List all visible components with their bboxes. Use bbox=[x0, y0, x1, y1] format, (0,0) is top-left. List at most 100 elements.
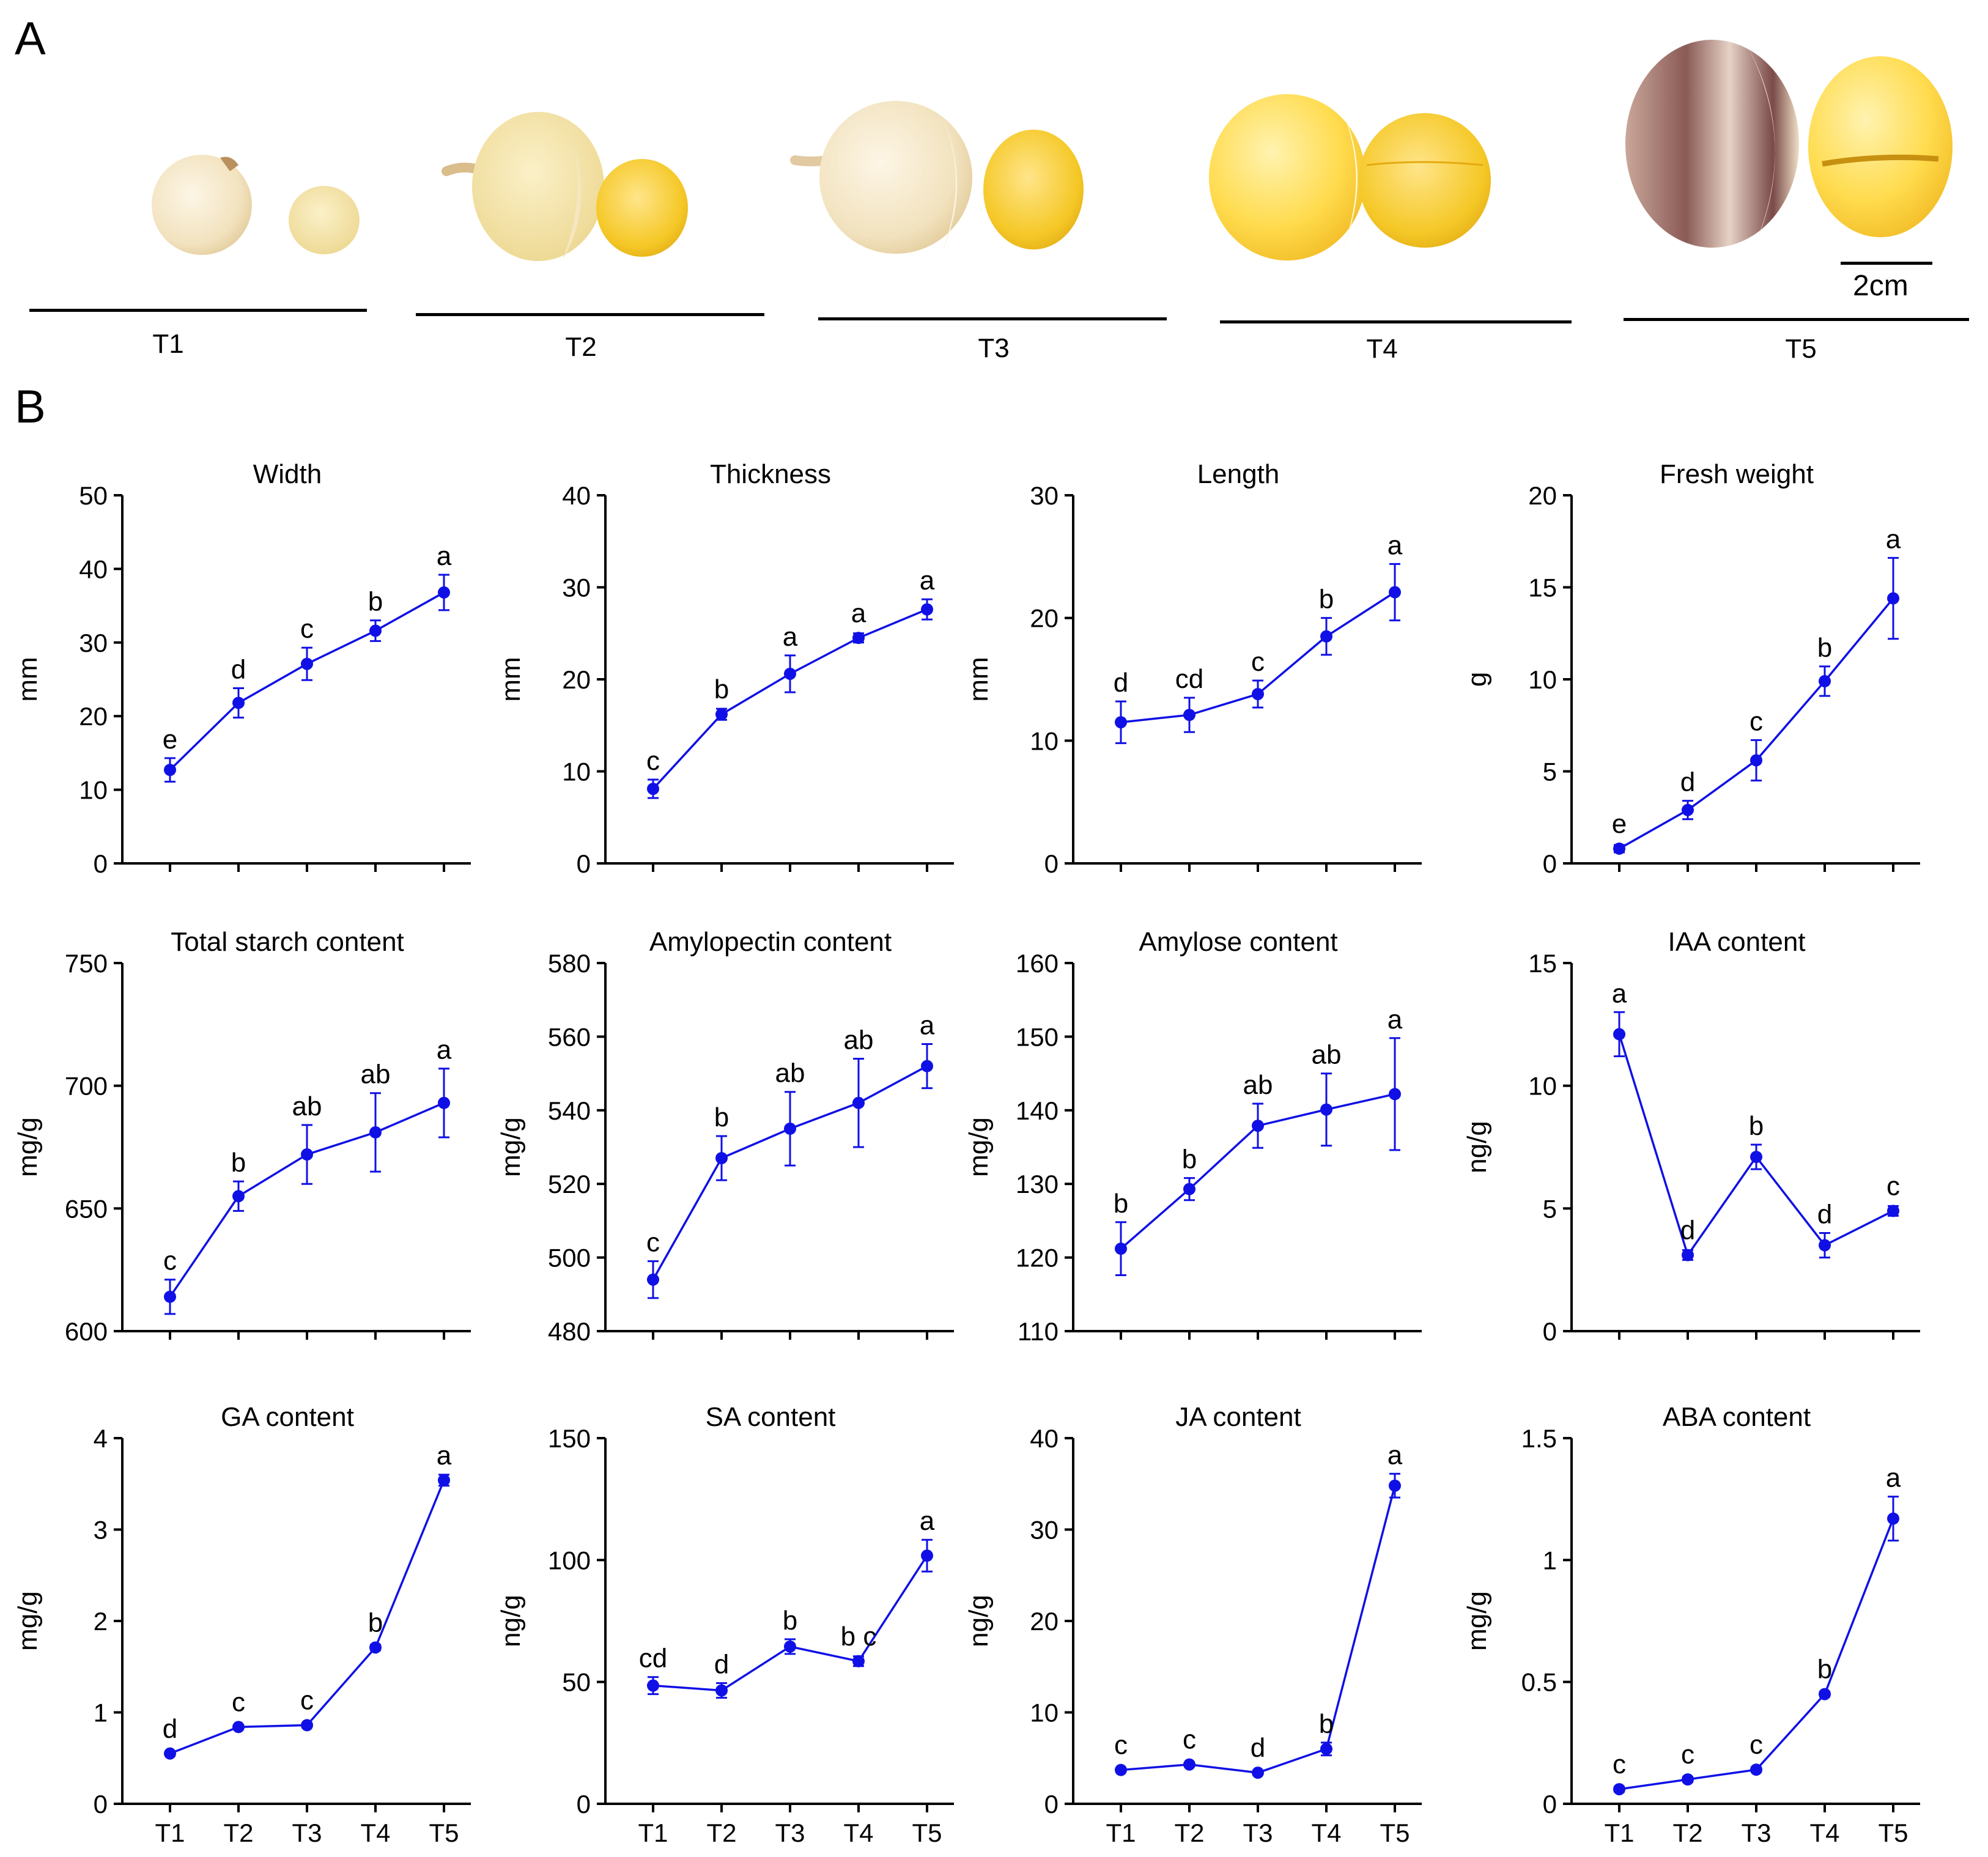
y-tick-label: 4 bbox=[94, 1424, 108, 1453]
data-point bbox=[852, 632, 865, 644]
significance-letter: d bbox=[1251, 1733, 1265, 1763]
data-point bbox=[647, 1679, 659, 1692]
y-tick-label: 150 bbox=[548, 1424, 591, 1453]
chart-sa-content: SA content ng/g 0 50 100 150 T1 T2 T3 T4 T5 cd d b b c… bbox=[496, 1402, 954, 1847]
data-point bbox=[1389, 586, 1401, 599]
y-tick-label: 20 bbox=[562, 665, 591, 694]
scale-bar-label: 2cm bbox=[1853, 270, 1909, 302]
data-point bbox=[232, 1190, 245, 1203]
data-point bbox=[1887, 1205, 1899, 1217]
y-axis-label: mm bbox=[13, 657, 43, 701]
chart-ga-content: GA content mg/g 0 1 2 3 4 T1 T2 T3 T4 T5 d c c b a bbox=[13, 1402, 471, 1847]
data-point bbox=[1819, 1239, 1831, 1252]
data-point bbox=[1887, 592, 1899, 605]
y-tick-label: 600 bbox=[65, 1317, 108, 1346]
y-axis-label: g bbox=[1462, 672, 1492, 687]
x-tick-label: T2 bbox=[706, 1818, 736, 1847]
significance-letter: c bbox=[1114, 1730, 1128, 1760]
significance-letter: a bbox=[437, 1035, 452, 1065]
significance-letter: b bbox=[231, 1148, 246, 1178]
chart-title: SA content bbox=[706, 1402, 836, 1432]
significance-letter: a bbox=[920, 1506, 935, 1536]
x-tick-label: T3 bbox=[1741, 1818, 1771, 1847]
y-tick-label: 580 bbox=[548, 949, 591, 978]
y-tick-label: 0 bbox=[94, 849, 108, 878]
chart-title: Length bbox=[1197, 459, 1280, 489]
chart-fresh-weight: Fresh weight g 0 5 10 15 20 e d c b a bbox=[1462, 459, 1920, 878]
significance-letter: d bbox=[1114, 668, 1128, 698]
y-axis-label: mg/g bbox=[13, 1117, 43, 1177]
y-tick-label: 0 bbox=[577, 1790, 591, 1818]
data-point bbox=[715, 1684, 728, 1697]
data-point bbox=[784, 1640, 796, 1653]
data-point bbox=[715, 708, 728, 721]
y-tick-label: 1 bbox=[94, 1699, 108, 1727]
y-tick-label: 0 bbox=[1044, 849, 1059, 878]
data-point bbox=[301, 1719, 313, 1732]
significance-letter: b bbox=[1817, 633, 1832, 663]
chart-title: ABA content bbox=[1663, 1402, 1811, 1432]
significance-letter: d bbox=[231, 654, 246, 684]
y-tick-label: 0 bbox=[1044, 1790, 1059, 1818]
data-point bbox=[369, 624, 382, 637]
data-point bbox=[301, 657, 313, 670]
significance-letter: a bbox=[1612, 978, 1627, 1008]
data-point bbox=[921, 1060, 933, 1072]
significance-letter: b bbox=[1319, 1709, 1334, 1739]
chart-width: Width mm 0 10 20 30 40 50 e d c b a bbox=[13, 459, 471, 878]
significance-letter: c bbox=[1750, 706, 1763, 736]
chart-title: Width bbox=[253, 459, 322, 489]
data-point bbox=[1750, 1763, 1762, 1776]
seed-t1 bbox=[152, 155, 360, 255]
y-axis-label: mg/g bbox=[496, 1117, 526, 1177]
significance-letter: e bbox=[163, 725, 177, 755]
y-tick-label: 5 bbox=[1543, 758, 1557, 786]
data-point bbox=[1819, 1688, 1831, 1700]
data-point bbox=[647, 1273, 659, 1286]
y-tick-label: 10 bbox=[1030, 726, 1059, 755]
chart-title: Thickness bbox=[710, 459, 831, 489]
y-axis-label: mg/g bbox=[964, 1117, 994, 1177]
significance-letter: ab bbox=[1312, 1040, 1342, 1070]
data-point bbox=[164, 1290, 176, 1303]
y-tick-label: 15 bbox=[1528, 574, 1557, 602]
y-tick-label: 30 bbox=[1030, 481, 1059, 510]
chart-iaa-content: IAA content ng/g 0 5 10 15 a d b d c bbox=[1462, 927, 1920, 1346]
y-axis-label: mm bbox=[496, 657, 526, 701]
significance-letter: a bbox=[920, 566, 935, 596]
chart-title: Fresh weight bbox=[1660, 459, 1814, 489]
chart-title: IAA content bbox=[1668, 927, 1805, 957]
data-point bbox=[921, 603, 933, 616]
significance-letter: a bbox=[1388, 530, 1403, 560]
y-axis-label: mg/g bbox=[1462, 1591, 1492, 1651]
data-point bbox=[852, 1655, 865, 1667]
y-tick-label: 120 bbox=[1016, 1244, 1059, 1272]
data-point bbox=[438, 586, 450, 599]
significance-letter: ab bbox=[292, 1091, 322, 1121]
chart-amylopectin-content: Amylopectin content mg/g 480 500 520 540 560 58… bbox=[496, 927, 954, 1346]
y-tick-label: 40 bbox=[79, 555, 108, 583]
panel-label-a: A bbox=[15, 13, 46, 65]
y-tick-label: 3 bbox=[94, 1516, 108, 1545]
y-tick-label: 10 bbox=[79, 776, 108, 805]
significance-letter: c bbox=[1681, 1740, 1694, 1770]
data-point bbox=[369, 1641, 382, 1654]
significance-letter: a bbox=[1388, 1440, 1403, 1470]
significance-letter: a bbox=[783, 622, 798, 652]
x-tick-label: T3 bbox=[292, 1818, 322, 1847]
y-tick-label: 100 bbox=[548, 1546, 591, 1575]
y-tick-label: 20 bbox=[1030, 1607, 1059, 1636]
data-point bbox=[784, 667, 796, 680]
y-tick-label: 650 bbox=[65, 1194, 108, 1223]
significance-letter: ab bbox=[775, 1058, 805, 1088]
significance-letter: b c bbox=[841, 1622, 877, 1652]
y-tick-label: 10 bbox=[1528, 1072, 1557, 1101]
y-tick-label: 40 bbox=[1030, 1424, 1059, 1453]
significance-letter: c bbox=[646, 1228, 660, 1258]
significance-letter: cd bbox=[1175, 664, 1203, 694]
y-tick-label: 20 bbox=[79, 702, 108, 731]
data-point bbox=[1887, 1512, 1899, 1525]
data-point bbox=[1682, 1773, 1694, 1786]
significance-letter: a bbox=[1886, 524, 1901, 554]
y-tick-label: 560 bbox=[548, 1022, 591, 1051]
